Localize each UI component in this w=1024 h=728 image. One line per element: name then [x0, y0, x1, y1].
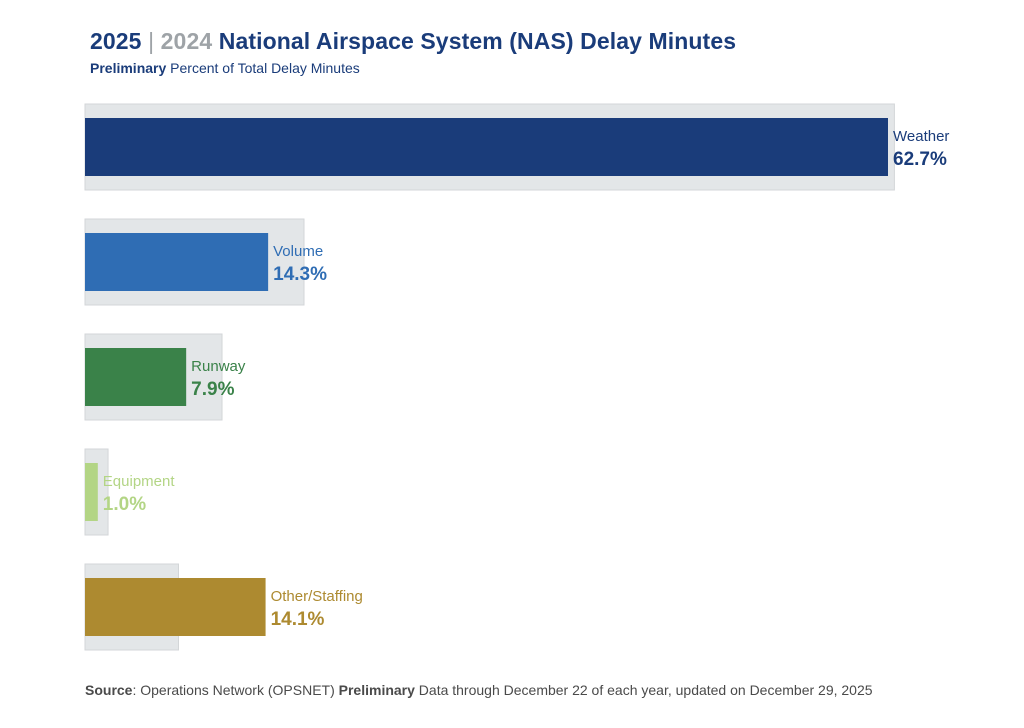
- value-label-runway: 7.9%: [191, 379, 234, 400]
- value-label-other-staffing: 14.1%: [271, 609, 325, 630]
- category-label-volume: Volume: [273, 243, 323, 260]
- bar-2025-equipment: [85, 463, 98, 521]
- value-label-weather: 62.7%: [893, 149, 947, 170]
- source-bold: Preliminary: [338, 682, 415, 698]
- value-label-volume: 14.3%: [273, 264, 327, 285]
- category-label-weather: Weather: [893, 128, 949, 145]
- category-label-equipment: Equipment: [103, 473, 176, 490]
- chart-title: 2025 | 2024 National Airspace System (NA…: [90, 28, 736, 55]
- title-year-current: 2025: [90, 28, 142, 54]
- title-separator: |: [148, 28, 155, 54]
- source-note: Source: Operations Network (OPSNET) Prel…: [85, 682, 873, 698]
- bar-2025-other-staffing: [85, 578, 266, 636]
- source-text-1: : Operations Network (OPSNET): [132, 682, 339, 698]
- subtitle-bold: Preliminary: [90, 60, 167, 76]
- title-text: National Airspace System (NAS) Delay Min…: [218, 28, 737, 54]
- title-year-previous: 2024: [160, 28, 213, 54]
- value-label-equipment: 1.0%: [103, 494, 146, 515]
- bar-2025-volume: [85, 233, 269, 291]
- source-label: Source: [85, 682, 133, 698]
- subtitle-text: Percent of Total Delay Minutes: [170, 60, 360, 76]
- source-text-2: Data through December 22 of each year, u…: [414, 682, 873, 698]
- bar-2025-runway: [85, 348, 187, 406]
- bar-2025-weather: [85, 118, 888, 176]
- chart-subtitle: Preliminary Percent of Total Delay Minut…: [90, 60, 360, 76]
- category-label-runway: Runway: [191, 358, 246, 375]
- category-label-other-staffing: Other/Staffing: [271, 588, 363, 605]
